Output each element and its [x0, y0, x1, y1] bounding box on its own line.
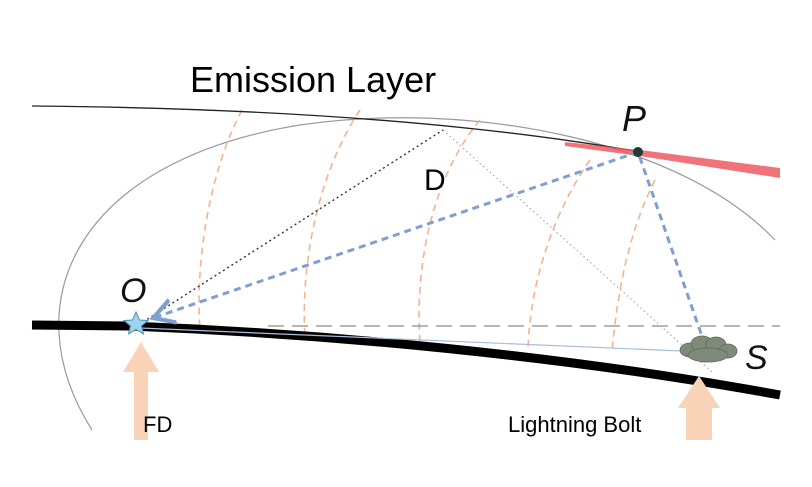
wavefront-arc-3 [418, 119, 481, 343]
lightning-bolt-label: Lightning Bolt [508, 412, 641, 437]
wavefront-arc-1 [198, 109, 243, 331]
wavefront-arcs [198, 109, 656, 353]
red-band [565, 142, 780, 178]
point-p-label: P [622, 98, 646, 139]
wavefront-arc-4 [527, 159, 591, 351]
dotted-line-to-layer [142, 129, 444, 323]
storm-cloud-icon [679, 335, 738, 363]
emission-layer-label: Emission Layer [190, 59, 436, 100]
observer-o-label: O [120, 272, 146, 310]
dotted-line-layer-to-s [442, 129, 713, 373]
fd-arrow-icon [123, 342, 159, 440]
ellipse-boundary [58, 117, 776, 431]
wavefront-arc-2 [303, 109, 361, 339]
ray-p-to-o [156, 150, 639, 317]
point-p-marker [633, 147, 643, 157]
fd-label: FD [143, 412, 172, 437]
distance-d-label: D [424, 164, 446, 197]
star-icon [122, 310, 150, 336]
lightning-arrow-icon [678, 376, 720, 440]
ground-curve [31, 320, 781, 400]
direct-path-line [139, 327, 706, 353]
source-s-label: S [745, 339, 768, 377]
ray-s-to-p [636, 151, 707, 346]
emission-layer-line [31, 105, 641, 153]
wavefront-arc-5 [611, 179, 656, 353]
